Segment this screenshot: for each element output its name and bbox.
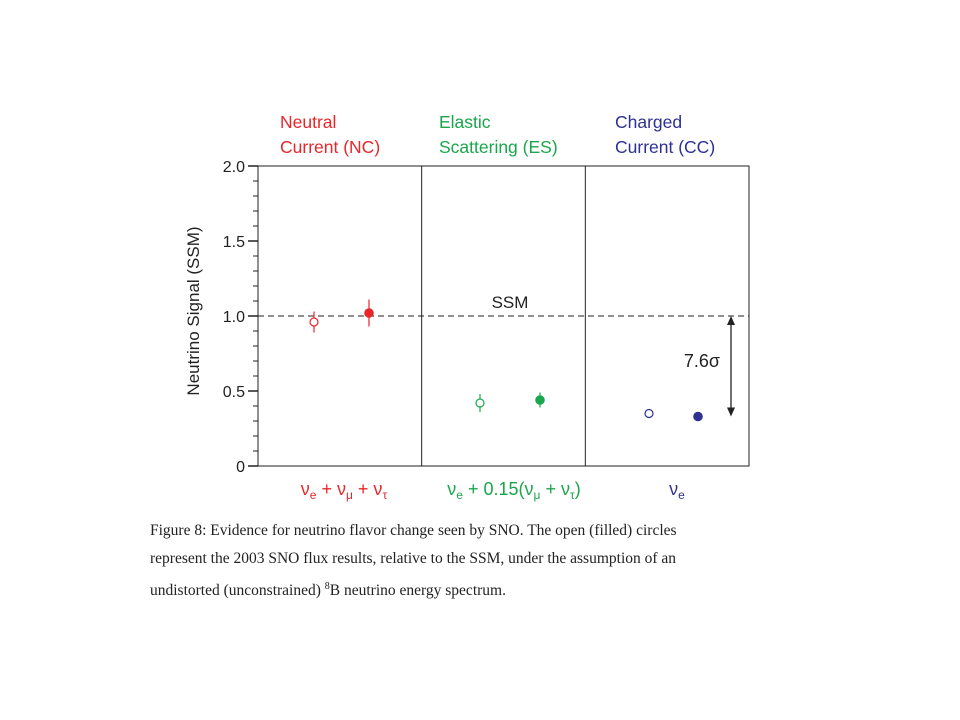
filled-data-point	[693, 411, 703, 422]
flavor-subscript: μ	[534, 488, 541, 502]
flavor-subscript: τ	[570, 488, 575, 502]
y-tick-label: 0.5	[223, 384, 245, 401]
panel-flavor-formula: νe + νμ + ντ	[301, 479, 388, 502]
figure-caption: Figure 8: Evidence for neutrino flavor c…	[150, 517, 810, 605]
flavor-term: ν	[447, 479, 456, 499]
y-tick-label: 1.0	[223, 309, 245, 326]
filled-data-point	[535, 395, 545, 405]
panel-header-title: Neutral	[280, 112, 336, 132]
panel-header-title: Elastic	[439, 112, 491, 132]
flavor-term: + ν	[316, 479, 346, 499]
y-axis-label: Neutrino Signal (SSM)	[184, 226, 203, 395]
flavor-term: ν	[669, 479, 678, 499]
panel-flavor-formula: νe + 0.15(νμ + ντ)	[447, 479, 580, 502]
filled-data-point	[364, 308, 374, 318]
flavor-term: )	[575, 479, 581, 499]
panel-flavor-formula: νe	[669, 479, 685, 502]
caption-line-3-start: undistorted (unconstrained)	[150, 582, 325, 600]
flavor-term: ν	[301, 479, 310, 499]
flavor-subscript: e	[310, 488, 317, 502]
y-tick-label: 0	[236, 459, 245, 476]
y-tick-label: 2.0	[223, 159, 245, 176]
neutrino-signal-chart: 0 0.5 1.0 1.5 2.0 Neutrino Signal (SSM) SSM Neu…	[184, 112, 750, 502]
flavor-subscript: τ	[382, 488, 387, 502]
flavor-subscript: μ	[346, 488, 353, 502]
panel-header-subtitle: Scattering (ES)	[439, 137, 558, 157]
panel-header-subtitle: Current (NC)	[280, 137, 380, 157]
panel-header-subtitle: Current (CC)	[615, 137, 715, 157]
panel-header-title: Charged	[615, 112, 682, 132]
open-data-point	[644, 408, 654, 419]
caption-line-3: undistorted (unconstrained) 8B neutrino …	[150, 573, 810, 605]
caption-superscript: 8	[324, 581, 330, 592]
sigma-annotation-label: 7.6σ	[684, 351, 720, 371]
caption-line-1: Figure 8: Evidence for neutrino flavor c…	[150, 522, 677, 539]
caption-line-2: represent the 2003 SNO flux results, rel…	[150, 550, 677, 567]
caption-line-3-end: B neutrino energy spectrum.	[329, 582, 506, 600]
flavor-subscript: e	[678, 488, 685, 502]
y-tick-label: 1.5	[223, 234, 245, 251]
open-data-point	[475, 398, 485, 408]
ssm-label: SSM	[492, 293, 529, 312]
flavor-term: + 0.15(ν	[463, 479, 534, 499]
flavor-term: + ν	[353, 479, 383, 499]
flavor-subscript: e	[456, 488, 463, 502]
open-data-point	[309, 317, 319, 327]
sigma-arrow-head-down	[727, 407, 735, 417]
sigma-arrow-head-up	[727, 316, 735, 325]
flavor-term: + ν	[540, 479, 570, 499]
